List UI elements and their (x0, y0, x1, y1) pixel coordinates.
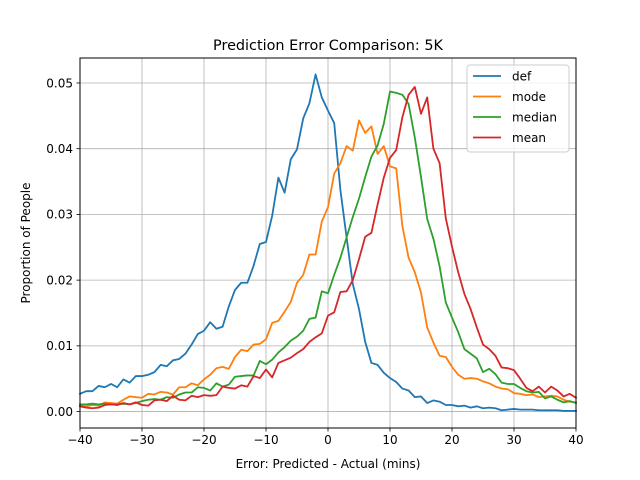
legend-label-mode: mode (512, 90, 546, 104)
x-tick-label: −40 (67, 433, 92, 447)
series-line-median (79, 90, 578, 406)
x-tick-label: 0 (324, 433, 332, 447)
series-line-mean (78, 86, 578, 410)
x-tick-label: 40 (568, 433, 583, 447)
x-tick-label: −20 (191, 433, 216, 447)
y-tick-label: 0.04 (46, 142, 73, 156)
legend: def mode median mean (466, 64, 570, 153)
legend-label-def: def (512, 69, 532, 83)
x-tick-label: 10 (382, 433, 397, 447)
x-axis-label: Error: Predicted - Actual (mins) (236, 457, 421, 471)
y-tick-label: 0.02 (46, 273, 73, 287)
series-line-def (78, 73, 577, 412)
y-tick-label: 0.00 (46, 405, 73, 419)
x-tick-label: 20 (444, 433, 459, 447)
y-tick-label: 0.03 (46, 208, 73, 222)
legend-box (466, 64, 570, 153)
legend-label-median: median (512, 110, 557, 124)
chart-title: Prediction Error Comparison: 5K (213, 38, 443, 54)
series-layer (78, 73, 578, 412)
x-tick-label: 30 (506, 433, 521, 447)
y-tick-label: 0.05 (46, 76, 73, 90)
y-tick-label: 0.01 (46, 339, 73, 353)
y-axis-label: Proportion of People (19, 183, 33, 304)
y-axis: 0.00 0.01 0.02 0.03 0.04 0.05 (46, 76, 80, 419)
x-tick-label: −30 (129, 433, 154, 447)
legend-label-mean: mean (512, 131, 546, 145)
x-axis: −40 −30 −20 −10 0 10 20 30 40 (67, 428, 584, 447)
x-tick-label: −10 (253, 433, 278, 447)
series-line-mode (79, 119, 577, 408)
